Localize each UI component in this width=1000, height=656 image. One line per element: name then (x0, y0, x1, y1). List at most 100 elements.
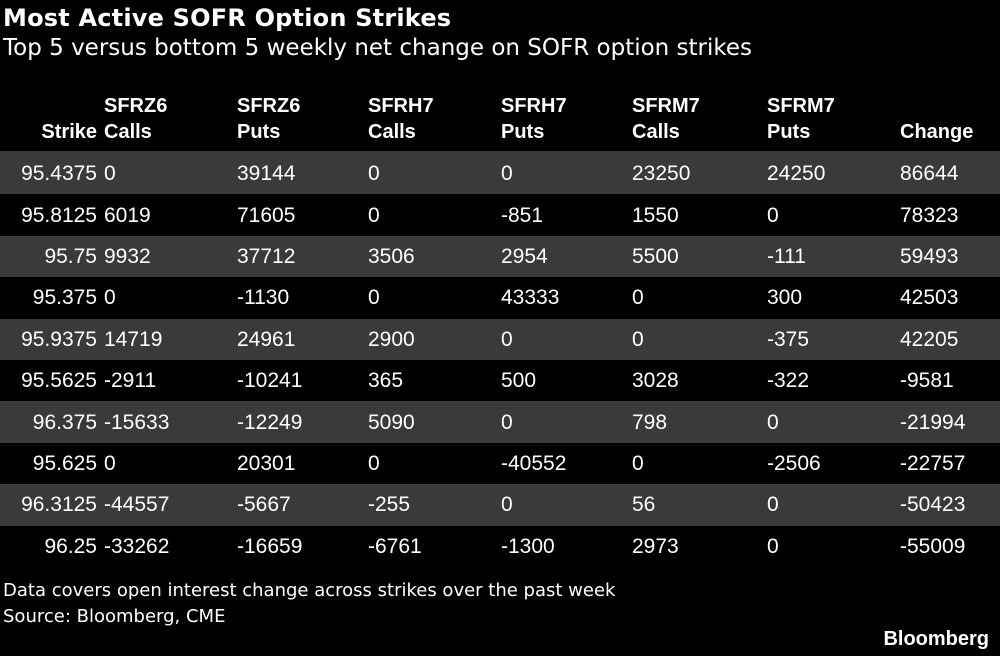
table-cell: 43333 (497, 277, 628, 319)
change-cell: -50423 (896, 484, 1000, 526)
strike-cell: 95.5625 (0, 359, 100, 402)
change-cell: -21994 (896, 401, 1000, 443)
column-header: SFRM7 Calls (628, 80, 763, 152)
table-cell: 2973 (628, 525, 763, 567)
strike-cell: 95.9375 (0, 318, 100, 360)
table-cell: -111 (763, 235, 896, 278)
option-strikes-table: Strike SFRZ6 Calls SFRZ6 Puts SFRH7 Calls SFRH7… (0, 80, 1000, 567)
change-cell: -9581 (896, 359, 1000, 402)
table-cell: -33262 (100, 525, 233, 567)
table-row: 95.625 0 20301 0 -40552 0 -2506 -22757 (0, 442, 1000, 485)
table-cell: 0 (364, 150, 497, 195)
table-cell: -1130 (233, 277, 364, 319)
table-cell: 0 (364, 194, 497, 236)
column-header-contract: SFRM7 (632, 95, 700, 117)
table-cell: 6019 (100, 194, 233, 236)
table-cell: 0 (628, 277, 763, 319)
table-cell: -2506 (763, 442, 896, 485)
column-header: SFRZ6 Calls (100, 80, 233, 152)
table-cell: 24961 (233, 318, 364, 360)
table-cell: 0 (763, 194, 896, 236)
table-cell: 37712 (233, 235, 364, 278)
table-cell: 0 (497, 318, 628, 360)
strike-cell: 95.4375 (0, 150, 100, 195)
strike-cell: 95.375 (0, 277, 100, 319)
column-header: SFRH7 Calls (364, 80, 497, 152)
column-header-contract: SFRH7 (368, 95, 434, 117)
table-cell: 0 (763, 484, 896, 526)
table-cell: 24250 (763, 150, 896, 195)
chart-title: Most Active SOFR Option Strikes (3, 4, 452, 32)
table-cell: -15633 (100, 401, 233, 443)
table-row: 95.4375 0 39144 0 0 23250 24250 86644 (0, 150, 1000, 195)
table-cell: 5500 (628, 235, 763, 278)
table-cell: 0 (100, 442, 233, 485)
table-cell: 0 (763, 525, 896, 567)
table-cell: -2911 (100, 359, 233, 402)
table-cell: 20301 (233, 442, 364, 485)
table-cell: 23250 (628, 150, 763, 195)
change-cell: -22757 (896, 442, 1000, 485)
table-cell: 5090 (364, 401, 497, 443)
table-cell: 9932 (100, 235, 233, 278)
table-cell: 0 (628, 442, 763, 485)
column-header-contract: SFRH7 (501, 95, 567, 117)
strike-cell: 96.3125 (0, 484, 100, 526)
table-cell: 0 (763, 401, 896, 443)
change-cell: -55009 (896, 525, 1000, 567)
source-note: Source: Bloomberg, CME (3, 606, 226, 627)
strike-cell: 96.375 (0, 401, 100, 443)
table-cell: 0 (497, 401, 628, 443)
change-cell: 42205 (896, 318, 1000, 360)
table-row: 96.3125 -44557 -5667 -255 0 56 0 -50423 (0, 484, 1000, 526)
column-header-label: Puts (237, 121, 281, 143)
table-cell: 0 (364, 442, 497, 485)
table-cell: 14719 (100, 318, 233, 360)
column-header-contract: SFRZ6 (104, 95, 168, 117)
column-header: Change (896, 80, 1000, 152)
table-cell: -40552 (497, 442, 628, 485)
strike-cell: 95.8125 (0, 194, 100, 236)
column-header: SFRZ6 Puts (233, 80, 364, 152)
table-row: 95.75 9932 37712 3506 2954 5500 -111 59493 (0, 235, 1000, 278)
strike-cell: 95.75 (0, 235, 100, 278)
change-cell: 86644 (896, 150, 1000, 195)
table-cell: -12249 (233, 401, 364, 443)
table-cell: 3506 (364, 235, 497, 278)
table-cell: 0 (628, 318, 763, 360)
table-cell: 2954 (497, 235, 628, 278)
table-cell: 365 (364, 359, 497, 402)
bloomberg-logo: Bloomberg (883, 628, 989, 650)
table-cell: 0 (364, 277, 497, 319)
column-header: Strike (0, 80, 100, 152)
table-row: 95.9375 14719 24961 2900 0 0 -375 42205 (0, 318, 1000, 360)
table-cell: 0 (497, 484, 628, 526)
table-cell: -44557 (100, 484, 233, 526)
column-header-label: Calls (368, 121, 416, 143)
column-header-label: Calls (104, 121, 152, 143)
column-header: SFRM7 Puts (763, 80, 896, 152)
table-cell: 3028 (628, 359, 763, 402)
table-cell: 500 (497, 359, 628, 402)
table-cell: -851 (497, 194, 628, 236)
table-cell: -322 (763, 359, 896, 402)
table-cell: 2900 (364, 318, 497, 360)
table-row: 95.8125 6019 71605 0 -851 1550 0 78323 (0, 194, 1000, 236)
column-header-contract: SFRM7 (767, 95, 835, 117)
table-header: Strike SFRZ6 Calls SFRZ6 Puts SFRH7 Calls SFRH7… (0, 80, 1000, 152)
table-cell: 300 (763, 277, 896, 319)
table-body: 95.4375 0 39144 0 0 23250 24250 86644 95.8125 601… (0, 150, 1000, 567)
table-row: 96.25 -33262 -16659 -6761 -1300 2973 0 -55009 (0, 525, 1000, 567)
table-cell: -16659 (233, 525, 364, 567)
column-header-label: Puts (767, 121, 811, 143)
table-row: 96.375 -15633 -12249 5090 0 798 0 -21994 (0, 401, 1000, 443)
footnote: Data covers open interest change across … (3, 580, 616, 601)
table-cell: 56 (628, 484, 763, 526)
strike-cell: 95.625 (0, 442, 100, 485)
table-cell: -255 (364, 484, 497, 526)
column-header: SFRH7 Puts (497, 80, 628, 152)
table-cell: -6761 (364, 525, 497, 567)
table-cell: -10241 (233, 359, 364, 402)
header-row: Strike SFRZ6 Calls SFRZ6 Puts SFRH7 Calls SFRH7… (0, 80, 1000, 152)
table-cell: -375 (763, 318, 896, 360)
